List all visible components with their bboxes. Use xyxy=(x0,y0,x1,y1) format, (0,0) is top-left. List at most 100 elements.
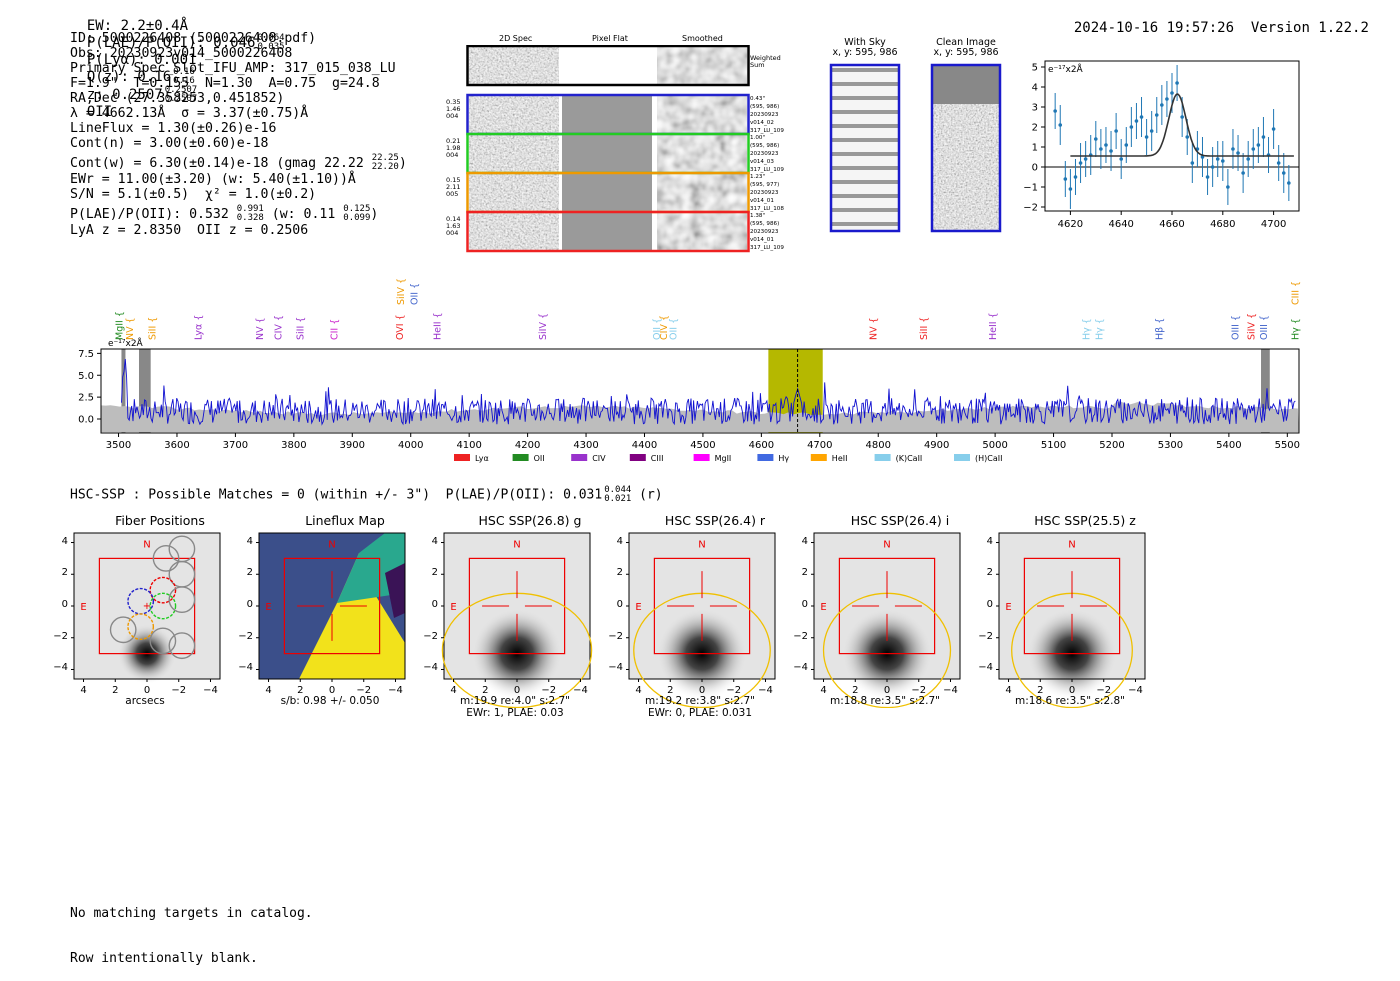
detection-info: ID: 5000226408 (5000226408.pdf) Obs: 202… xyxy=(70,31,407,238)
hsc-xtick-label: 0 xyxy=(329,685,335,696)
legend-label: HeII xyxy=(832,454,848,463)
legend-swatch xyxy=(757,454,774,461)
zoom-data-point xyxy=(1256,143,1261,147)
row-left-value: 004 xyxy=(446,229,459,237)
row-right-value: (595, 986) xyxy=(750,143,780,149)
legend-label: CIII xyxy=(651,454,664,463)
row-2d-spec xyxy=(469,135,559,172)
sky-panels xyxy=(829,63,1002,233)
hsc-ytick-label: −4 xyxy=(978,662,993,674)
header-plae-lo: 0.035 xyxy=(257,42,285,52)
header-plya: P(Lyα): 0.001 xyxy=(86,52,197,68)
row-left-label: 0.35 1.46 004 xyxy=(446,99,464,120)
zoom-ytick-label: 4 xyxy=(1032,83,1038,94)
hsc-summary-lo: 0.021 xyxy=(604,494,632,504)
spectrum-xtick-label: 4700 xyxy=(807,440,832,451)
spectrum-line-id: Lyα { xyxy=(193,315,204,340)
catalog-note: No matching targets in catalog. Row inte… xyxy=(70,876,313,981)
info-contw-end: ) xyxy=(398,156,407,171)
row-right-value: 20230923 xyxy=(750,151,779,157)
zoom-data-point xyxy=(1165,97,1169,101)
hsc-xtick-label: 2 xyxy=(667,685,673,696)
row-left-value: 004 xyxy=(446,151,459,159)
north-label: N xyxy=(328,539,335,550)
hsc-xtick-label: 0 xyxy=(1069,685,1075,696)
spectrum-ytick-label: 0.0 xyxy=(78,415,94,426)
zoom-data-point xyxy=(1236,151,1240,155)
zoom-data-point xyxy=(1149,129,1154,133)
spectrum-line-id: Hγ { xyxy=(1082,318,1093,340)
zoom-data-point xyxy=(1139,115,1144,119)
row-left-label: 0.14 1.63 004 xyxy=(446,216,464,237)
north-label: N xyxy=(143,539,150,550)
row-right-value: 20230923 xyxy=(750,190,779,196)
hsc-caption-line1: m:19.9 re:4.0" s:2.7" xyxy=(460,695,570,707)
zoom-data-point xyxy=(1261,135,1266,139)
legend-swatch xyxy=(629,454,646,461)
hsc-ytick-label: −2 xyxy=(978,630,993,642)
zoom-data-point xyxy=(1114,129,1118,133)
hsc-xtick-label: −2 xyxy=(356,685,371,696)
catalog-note-line2: Row intentionally blank. xyxy=(70,951,258,966)
zoom-data-point xyxy=(1241,171,1245,175)
spectrum-line-id: NV { xyxy=(255,317,266,340)
row-2d-spec xyxy=(469,174,559,211)
hsc-xtick-label: −4 xyxy=(203,685,218,696)
spectrum-masked-band xyxy=(138,349,151,433)
hsc-xtick-label: 4 xyxy=(80,685,86,696)
header-z-lo: 0.2507 xyxy=(164,94,198,104)
hsc-panel-caption: s/b: 0.98 +/- 0.050 xyxy=(255,695,405,707)
row-left-value: 005 xyxy=(446,190,459,198)
hsc-caption-line1: arcsecs xyxy=(125,695,165,707)
spectrum-line-id: CIV { xyxy=(273,315,284,340)
fiber-cutouts: 2D Spec Pixel Flat Smoothed Weighted Sum… xyxy=(446,33,786,253)
zoom-data-point xyxy=(1058,123,1063,127)
zoom-ytick-label: 2 xyxy=(1032,123,1038,134)
spectrum-line-id: HeII { xyxy=(432,312,443,340)
legend-label: Lyα xyxy=(475,454,489,463)
zoom-data-point xyxy=(1144,135,1149,139)
zoom-data-point xyxy=(1271,127,1276,131)
north-label: N xyxy=(1068,539,1075,550)
hsc-ytick-label: −4 xyxy=(238,662,253,674)
spectrum-line-id: OII { xyxy=(652,318,663,340)
hsc-ytick-label: −2 xyxy=(423,630,438,642)
fiber-circle xyxy=(152,544,180,572)
info-plae-lo: 0.328 xyxy=(236,213,264,223)
spectrum-ytick-label: 2.5 xyxy=(78,393,94,404)
hsc-xtick-label: −2 xyxy=(541,685,556,696)
with-sky-title: With Sky xyxy=(844,37,886,48)
header-ew-unit: Å xyxy=(179,18,189,34)
legend-swatch xyxy=(693,454,710,461)
legend-label: MgII xyxy=(715,454,732,463)
header-version: Version 1.22.2 xyxy=(1250,20,1369,36)
hsc-ytick-label: −4 xyxy=(793,662,808,674)
spectrum-xtick-label: 3500 xyxy=(106,440,131,451)
row-right-value: 1.38" xyxy=(750,213,766,219)
hsc-ytick-label: 2 xyxy=(431,567,438,579)
zoom-xtick-label: 4620 xyxy=(1058,219,1083,230)
row-frame xyxy=(466,210,750,253)
weighted-frame xyxy=(466,45,750,87)
row-left-value: 0.21 xyxy=(446,137,461,145)
legend-swatch xyxy=(810,454,827,461)
spectrum-xtick-label: 4800 xyxy=(866,440,891,451)
hsc-xtick-label: −2 xyxy=(911,685,926,696)
east-label: E xyxy=(80,602,86,613)
hsc-panel-caption: m:18.8 re:3.5" s:2.7" xyxy=(810,695,960,707)
zoom-data-point xyxy=(1205,175,1210,179)
spectrum-xtick-label: 5000 xyxy=(982,440,1007,451)
zoom-data-point xyxy=(1083,157,1088,161)
info-primary: Primary Spec_Slot_IFU_AMP: 317_015_038_L… xyxy=(70,61,396,76)
hsc-xtick-label: 4 xyxy=(1005,685,1011,696)
spectrum-xtick-label: 4000 xyxy=(398,440,423,451)
hsc-panel-title: HSC SSP(26.4) r xyxy=(664,513,766,528)
fiber-circle xyxy=(149,592,177,620)
zoom-data-point xyxy=(1160,103,1164,107)
hsc-xtick-label: −2 xyxy=(1096,685,1111,696)
fiber-circle xyxy=(109,616,137,644)
weighted-sum-label: Weighted Sum xyxy=(750,54,781,69)
info-radec: RA,Dec (27.358253,0.451852) xyxy=(70,91,285,106)
zoom-data-point xyxy=(1170,91,1174,95)
header-qz-hi: 0.16 xyxy=(173,67,195,77)
